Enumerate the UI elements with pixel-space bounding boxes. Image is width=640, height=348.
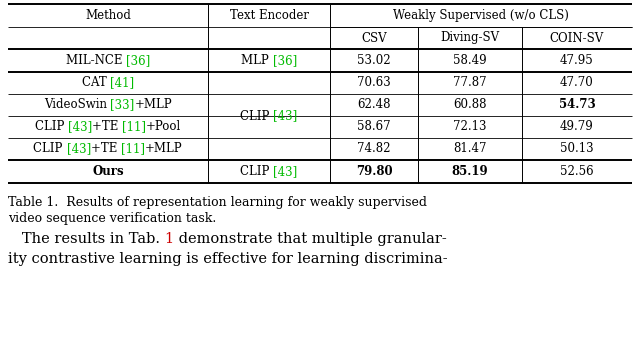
Text: [11]: [11] <box>121 142 145 156</box>
Text: [36]: [36] <box>273 54 297 67</box>
Text: [43]: [43] <box>67 142 91 156</box>
Text: +TE: +TE <box>91 142 121 156</box>
Text: 74.82: 74.82 <box>357 142 391 156</box>
Text: [41]: [41] <box>110 77 134 89</box>
Text: +MLP: +MLP <box>145 142 182 156</box>
Text: 81.47: 81.47 <box>453 142 487 156</box>
Text: 49.79: 49.79 <box>560 120 594 134</box>
Text: +Pool: +Pool <box>146 120 181 134</box>
Text: 79.80: 79.80 <box>356 165 392 178</box>
Text: 72.13: 72.13 <box>453 120 487 134</box>
Text: demonstrate that multiple granular-: demonstrate that multiple granular- <box>173 232 447 246</box>
Text: MIL-NCE: MIL-NCE <box>66 54 126 67</box>
Text: CLIP: CLIP <box>35 120 68 134</box>
Text: Method: Method <box>85 9 131 22</box>
Text: Weakly Supervised (w/o CLS): Weakly Supervised (w/o CLS) <box>393 9 569 22</box>
Text: The results in Tab.: The results in Tab. <box>8 232 164 246</box>
Text: 85.19: 85.19 <box>452 165 488 178</box>
Text: Text Encoder: Text Encoder <box>230 9 308 22</box>
Text: 47.95: 47.95 <box>560 54 594 67</box>
Text: [11]: [11] <box>122 120 146 134</box>
Text: 50.13: 50.13 <box>560 142 594 156</box>
Text: 77.87: 77.87 <box>453 77 487 89</box>
Text: Ours: Ours <box>92 165 124 178</box>
Text: [43]: [43] <box>273 110 298 122</box>
Text: video sequence verification task.: video sequence verification task. <box>8 212 216 225</box>
Text: 60.88: 60.88 <box>453 98 487 111</box>
Text: 47.70: 47.70 <box>560 77 594 89</box>
Text: CLIP: CLIP <box>240 165 273 178</box>
Text: MLP: MLP <box>241 54 273 67</box>
Text: ity contrastive learning is effective for learning discrimina-: ity contrastive learning is effective fo… <box>8 252 447 266</box>
Text: 58.67: 58.67 <box>357 120 391 134</box>
Text: [33]: [33] <box>111 98 134 111</box>
Text: [43]: [43] <box>68 120 92 134</box>
Text: CLIP: CLIP <box>240 110 273 122</box>
Text: 54.73: 54.73 <box>559 98 595 111</box>
Text: 1: 1 <box>164 232 173 246</box>
Text: [43]: [43] <box>273 165 298 178</box>
Text: 70.63: 70.63 <box>357 77 391 89</box>
Text: COIN-SV: COIN-SV <box>550 32 604 45</box>
Text: Diving-SV: Diving-SV <box>440 32 500 45</box>
Text: +MLP: +MLP <box>134 98 172 111</box>
Text: 58.49: 58.49 <box>453 54 487 67</box>
Text: [36]: [36] <box>126 54 150 67</box>
Text: 53.02: 53.02 <box>357 54 391 67</box>
Text: 62.48: 62.48 <box>357 98 391 111</box>
Text: CAT: CAT <box>82 77 110 89</box>
Text: 52.56: 52.56 <box>560 165 594 178</box>
Text: +TE: +TE <box>92 120 122 134</box>
Text: CLIP: CLIP <box>33 142 67 156</box>
Text: Table 1.  Results of representation learning for weakly supervised: Table 1. Results of representation learn… <box>8 196 427 209</box>
Text: CSV: CSV <box>361 32 387 45</box>
Text: VideoSwin: VideoSwin <box>44 98 111 111</box>
